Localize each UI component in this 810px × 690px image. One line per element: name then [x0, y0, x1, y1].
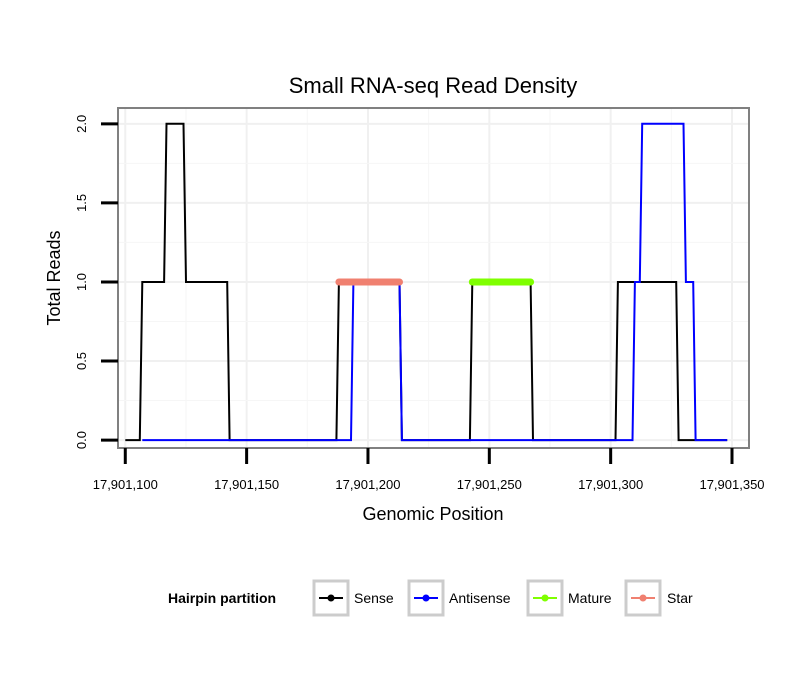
- series-lines: [125, 122, 728, 442]
- y-tick-label: 1.5: [74, 194, 89, 212]
- x-tick-label: 17,901,150: [214, 477, 279, 492]
- y-tick-label: 2.0: [74, 115, 89, 133]
- plot-panel: [117, 107, 750, 449]
- x-tick-label: 17,901,100: [93, 477, 158, 492]
- legend-key-dot: [327, 594, 335, 602]
- x-tick-label: 17,901,350: [699, 477, 764, 492]
- y-tick-label: 0.0: [74, 431, 89, 449]
- y-tick-label: 1.0: [74, 273, 89, 291]
- legend-key-dot: [422, 594, 430, 602]
- legend-label-sense: Sense: [354, 590, 394, 606]
- legend: Hairpin partition Sense Antisense Mature St…: [168, 579, 693, 617]
- legend-key-dot: [541, 594, 549, 602]
- x-tick-label: 17,901,300: [578, 477, 643, 492]
- x-tick-label: 17,901,250: [457, 477, 522, 492]
- legend-title: Hairpin partition: [168, 590, 276, 606]
- legend-label-antisense: Antisense: [449, 590, 511, 606]
- legend-key-dot: [639, 594, 647, 602]
- legend-label-mature: Mature: [568, 590, 612, 606]
- x-tick-label: 17,901,200: [335, 477, 400, 492]
- y-axis: 0.0 0.5 1.0 1.5 2.0: [74, 115, 118, 449]
- x-axis: 17,901,100 17,901,150 17,901,200 17,901,250…: [93, 448, 765, 492]
- legend-label-star: Star: [667, 590, 693, 606]
- x-axis-label: Genomic Position: [362, 504, 503, 524]
- chart-title: Small RNA-seq Read Density: [289, 73, 578, 98]
- y-axis-label: Total Reads: [44, 230, 64, 325]
- y-tick-label: 0.5: [74, 352, 89, 370]
